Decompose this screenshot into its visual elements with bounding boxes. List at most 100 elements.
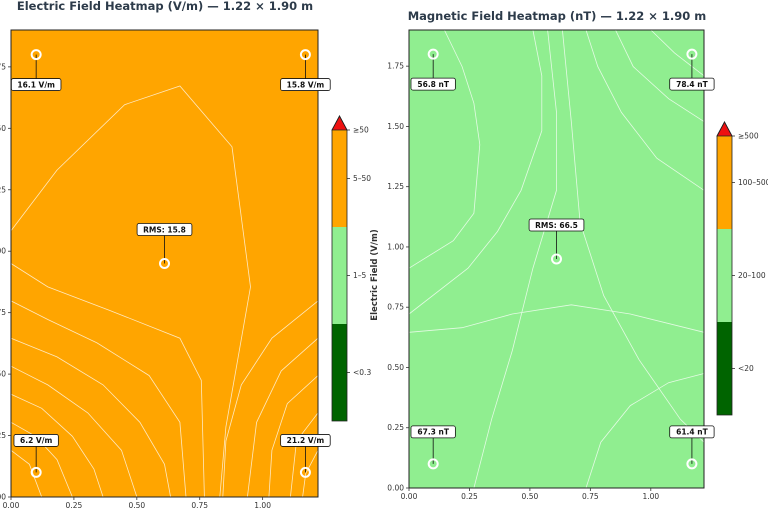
contour-line (10, 300, 187, 498)
rms-marker (159, 258, 170, 269)
contour-line (10, 393, 104, 498)
sensor-label: 6.2 V/m (20, 436, 52, 445)
sensor-label-box (410, 425, 456, 439)
y-tick-label: 0.50 (387, 363, 404, 372)
colorbar-band (332, 324, 347, 421)
x-tick-label: 0.25 (461, 492, 478, 501)
sensor-label-box (410, 77, 456, 91)
y-tick-label: 0.50 (0, 370, 6, 379)
contour-line (222, 300, 319, 498)
sensor-label-box (280, 78, 331, 91)
sensor-label: 61.4 nT (676, 428, 708, 437)
colorbar-band (717, 322, 732, 415)
sensor-marker (427, 458, 439, 470)
colorbar-band (717, 229, 732, 322)
colorbar-frame (716, 121, 733, 416)
y-tick-label: 1.50 (387, 122, 404, 131)
x-tick-label: 0.50 (522, 492, 539, 501)
x-tick-label: 0.75 (191, 501, 208, 510)
y-tick-label: 1.25 (387, 182, 404, 191)
sensor-marker (427, 48, 439, 60)
x-tick-label: 1.00 (254, 501, 271, 510)
sensor-label-box (669, 77, 715, 91)
y-tick-label: 0.75 (387, 303, 404, 312)
contour-line (10, 85, 251, 498)
y-tick-label: 1.50 (0, 124, 6, 133)
x-tick-label: 0.25 (66, 501, 83, 510)
colorbar-tick-label: 100–500 (738, 178, 768, 187)
x-tick-label: 0.75 (582, 492, 599, 501)
sensor-label: 56.8 nT (417, 80, 449, 89)
sensor-marker (30, 49, 42, 61)
y-tick-label: 1.25 (0, 185, 6, 194)
colorbar-extend-label: ≥50 (353, 126, 369, 135)
y-tick-label: 1.75 (0, 62, 6, 71)
colorbar-band (332, 130, 347, 227)
sensor-label: 67.3 nT (417, 428, 449, 437)
rms-label-box (136, 223, 193, 236)
contour-line (585, 373, 705, 489)
electric-field-panel: Electric Field Heatmap (V/m) — 1.22 × 1.… (0, 0, 380, 510)
contour-line (247, 337, 319, 498)
rms-label: RMS: 66.5 (535, 221, 578, 230)
y-tick-label: 0.75 (0, 308, 6, 317)
sensor-label: 21.2 V/m (287, 436, 325, 445)
rms-label: RMS: 15.8 (143, 225, 186, 234)
sensor-label: 78.4 nT (676, 80, 708, 89)
contour-line (408, 304, 705, 333)
sensor-label-box (669, 425, 715, 439)
contour-lines (408, 29, 705, 489)
colorbar-frame (331, 115, 348, 422)
x-tick-label: 0.00 (401, 492, 418, 501)
contour-line (302, 450, 319, 498)
contour-line (10, 337, 171, 498)
chart-title: Magnetic Field Heatmap (nT) — 1.22 × 1.9… (408, 9, 707, 23)
colorbar-tick-label: 5–50 (353, 174, 371, 183)
colorbar-band (717, 136, 732, 229)
sensor-label: 15.8 V/m (287, 80, 325, 89)
colorbar-band (332, 227, 347, 324)
contour-line (615, 29, 705, 122)
plot-frame (10, 29, 319, 498)
y-tick-label: 0.25 (0, 431, 6, 440)
rms-marker (551, 253, 562, 265)
contour-line (10, 365, 138, 498)
y-tick-label: 1.00 (387, 242, 404, 251)
y-tick-label: 0.25 (387, 423, 404, 432)
chart-title: Electric Field Heatmap (V/m) — 1.22 × 1.… (17, 0, 313, 13)
colorbar-tick-label: 1–5 (353, 271, 367, 280)
x-tick-label: 0.00 (3, 501, 20, 510)
y-tick-label: 1.75 (387, 62, 404, 71)
y-tick-label: 0.00 (0, 493, 6, 502)
x-tick-label: 1.00 (642, 492, 659, 501)
x-tick-label: 0.50 (128, 501, 145, 510)
colorbar-tick-label: <20 (738, 364, 754, 373)
sensor-marker (299, 466, 311, 478)
contour-line (10, 421, 73, 498)
sensor-marker (30, 466, 42, 478)
contour-line (10, 263, 205, 498)
contour-line (268, 375, 319, 498)
rms-label-box (528, 218, 585, 232)
contour-line (650, 29, 705, 77)
colorbar-extend-label: ≥500 (738, 132, 759, 141)
plot-frame (408, 29, 705, 489)
contour-lines (10, 85, 319, 498)
y-tick-label: 1.00 (0, 247, 6, 256)
sensor-marker (299, 49, 311, 61)
sensor-marker (686, 48, 698, 60)
contour-line (473, 29, 557, 489)
sensor-label-box (10, 78, 62, 91)
sensor-label: 16.1 V/m (17, 80, 55, 89)
colorbar-tick-label: 20–100 (738, 271, 766, 280)
colorbar-tick-label: <0.3 (353, 368, 371, 377)
sensor-label-box (280, 434, 331, 447)
colorbar-axis-label: Electric Field (V/m) (370, 229, 380, 321)
sensor-marker (686, 458, 698, 470)
magnetic-field-panel: Magnetic Field Heatmap (nT) — 1.22 × 1.9… (387, 9, 768, 501)
contour-line (408, 29, 543, 315)
contour-line (585, 29, 705, 191)
y-tick-label: 0.00 (387, 484, 404, 493)
contour-line (408, 29, 481, 269)
